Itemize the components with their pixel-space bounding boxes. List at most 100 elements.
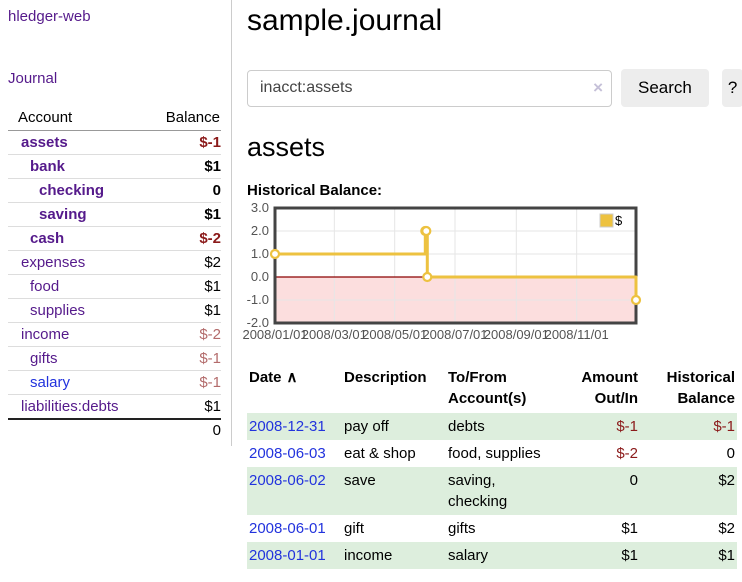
account-balance: $1 [141, 154, 221, 179]
sidebar-item-journal[interactable]: Journal [8, 70, 58, 87]
accounts-header-balance: Balance [141, 106, 221, 131]
transaction-amount: 0 [552, 467, 640, 515]
svg-text:3.0: 3.0 [251, 200, 269, 215]
account-balance: $2 [141, 250, 221, 275]
svg-text:2.0: 2.0 [251, 223, 269, 238]
transaction-balance: $2 [718, 520, 735, 537]
transaction-accounts: salary [446, 542, 552, 569]
sort-by-date[interactable]: Date ∧ [249, 369, 298, 386]
main-content: sample.journal × Search ? assets Histori… [242, 0, 742, 569]
accounts-table: Account Balance assets $-1 bank $1 check… [8, 106, 221, 442]
transaction-description: pay off [342, 413, 446, 440]
account-link-supplies[interactable]: supplies [30, 302, 86, 319]
transaction-row[interactable]: 2008-01-01 income salary $1 $1 [247, 542, 737, 569]
account-heading: assets [247, 132, 326, 162]
search-input[interactable] [247, 69, 612, 107]
account-balance: $1 [141, 298, 221, 323]
clear-search-icon[interactable]: × [593, 77, 603, 97]
sort-ascending-icon: ∧ [286, 369, 298, 386]
page-title: sample.journal [247, 4, 443, 37]
account-row: cash $-2 [8, 226, 221, 251]
transactions-table: Date ∧ Description To/From Account(s) Amo… [247, 364, 737, 569]
transaction-balance: $-1 [640, 413, 737, 440]
account-link-cash[interactable]: cash [30, 230, 65, 247]
svg-text:2008/01/01: 2008/01/01 [242, 327, 307, 342]
transaction-balance: 0 [726, 445, 735, 462]
transaction-description: eat & shop [344, 445, 416, 462]
account-link-food[interactable]: food [30, 278, 60, 295]
account-balance: $-2 [141, 226, 221, 251]
svg-text:2008/09/01: 2008/09/01 [484, 327, 549, 342]
transaction-amount: $1 [621, 520, 638, 537]
transaction-date-link[interactable]: 2008-06-01 [249, 520, 326, 537]
sidebar: hledger-web Journal Account Balance asse… [0, 0, 232, 446]
account-link-expenses[interactable]: expenses [21, 254, 86, 271]
transaction-accounts: food, supplies [448, 445, 541, 462]
transaction-row[interactable]: 2008-06-02 save saving, checking 0 $2 [247, 467, 737, 515]
accounts-header-row: Account Balance [8, 106, 221, 131]
account-link-assets[interactable]: assets [21, 134, 68, 151]
header-description: Description [344, 369, 427, 386]
transactions-header-row: Date ∧ Description To/From Account(s) Amo… [247, 364, 737, 413]
account-balance: $1 [141, 274, 221, 299]
account-row: assets $-1 [8, 130, 221, 155]
transaction-date-link[interactable]: 2008-06-03 [249, 445, 326, 462]
account-row: checking 0 [8, 178, 221, 203]
chart-label: Historical Balance: [247, 182, 383, 199]
accounts-header-account: Account [8, 106, 142, 131]
transaction-description: save [342, 467, 446, 515]
transaction-date-link[interactable]: 2008-01-01 [249, 547, 326, 564]
transaction-row[interactable]: 2008-12-31 pay off debts $-1 $-1 [247, 413, 737, 440]
account-link-checking[interactable]: checking [39, 182, 105, 199]
search-form: × Search ? [247, 69, 742, 107]
transaction-description: gift [344, 520, 365, 537]
transaction-row[interactable]: 2008-06-03 eat & shop food, supplies $-2… [247, 440, 737, 467]
account-link-salary[interactable]: salary [30, 374, 71, 391]
account-row: gifts $-1 [8, 346, 221, 371]
account-link-income[interactable]: income [21, 326, 70, 343]
accounts-total: 0 [212, 422, 221, 439]
account-link-gifts[interactable]: gifts [30, 350, 58, 367]
account-link-liabilities-debts[interactable]: liabilities:debts [21, 398, 119, 415]
transaction-accounts: debts [446, 413, 552, 440]
account-balance: $1 [141, 394, 221, 420]
account-row: saving $1 [8, 202, 221, 227]
account-link-bank[interactable]: bank [30, 158, 66, 175]
transaction-amount: $-1 [552, 413, 640, 440]
account-balance: 0 [141, 178, 221, 203]
transaction-description: income [342, 542, 446, 569]
transaction-date-link[interactable]: 2008-06-02 [249, 472, 326, 489]
svg-text:-2.0: -2.0 [247, 315, 269, 330]
app-brand-link[interactable]: hledger-web [8, 8, 91, 25]
header-amount: Amount Out/In [581, 369, 638, 407]
transaction-balance: $1 [640, 542, 737, 569]
account-balance: $-2 [141, 322, 221, 347]
historical-balance-chart: $3.0 2.0 1.0 0.0 -1.0 -2.0 2008/01/01 2008/03/0… [242, 200, 647, 348]
legend-swatch [599, 213, 614, 228]
search-button[interactable]: Search [621, 69, 709, 107]
account-row: supplies $1 [8, 298, 221, 323]
transaction-balance: $2 [640, 467, 737, 515]
svg-text:2008/07/01: 2008/07/01 [422, 327, 487, 342]
transaction-accounts: gifts [448, 520, 476, 537]
account-row: income $-2 [8, 322, 221, 347]
legend-label: $ [615, 213, 623, 228]
transaction-date-link[interactable]: 2008-12-31 [249, 418, 326, 435]
account-balance: $-1 [141, 370, 221, 395]
transaction-amount: $-2 [616, 445, 638, 462]
account-row: expenses $2 [8, 250, 221, 275]
help-button[interactable]: ? [721, 69, 742, 107]
transaction-amount: $1 [552, 542, 640, 569]
transaction-row[interactable]: 2008-06-01 gift gifts $1 $2 [247, 515, 737, 542]
transaction-accounts: saving, checking [446, 467, 552, 515]
account-link-saving[interactable]: saving [39, 206, 87, 223]
account-row: bank $1 [8, 154, 221, 179]
svg-text:-1.0: -1.0 [247, 292, 269, 307]
svg-text:0.0: 0.0 [251, 269, 269, 284]
svg-text:1.0: 1.0 [251, 246, 269, 261]
account-row: liabilities:debts $1 [8, 394, 221, 420]
header-accounts: To/From Account(s) [448, 369, 527, 407]
chart-canvas: $3.0 2.0 1.0 0.0 -1.0 -2.02008/01/012008/03/0… [242, 200, 642, 342]
account-balance: $1 [141, 202, 221, 227]
account-row: food $1 [8, 274, 221, 299]
